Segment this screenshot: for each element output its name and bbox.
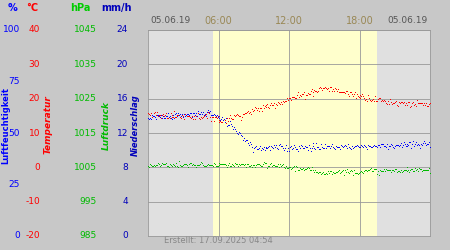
- Bar: [377, 30, 430, 236]
- Text: 8: 8: [122, 163, 128, 172]
- Text: 995: 995: [80, 197, 97, 206]
- Text: 12: 12: [117, 128, 128, 138]
- Text: Niederschlag: Niederschlag: [130, 94, 140, 156]
- Text: 05.06.19: 05.06.19: [150, 16, 190, 25]
- Text: 06:00: 06:00: [205, 16, 232, 26]
- Text: 0: 0: [34, 163, 40, 172]
- Text: 75: 75: [9, 77, 20, 86]
- Text: 24: 24: [117, 26, 128, 35]
- Text: 05.06.19: 05.06.19: [388, 16, 428, 25]
- Text: 20: 20: [117, 60, 128, 69]
- Text: Luftfeuchtigkeit: Luftfeuchtigkeit: [1, 86, 10, 164]
- Text: 30: 30: [28, 60, 40, 69]
- Text: 1035: 1035: [74, 60, 97, 69]
- Text: hPa: hPa: [70, 3, 90, 13]
- Text: %: %: [8, 3, 18, 13]
- Text: mm/h: mm/h: [101, 3, 131, 13]
- Text: 1005: 1005: [74, 163, 97, 172]
- Text: 10: 10: [28, 128, 40, 138]
- Text: 985: 985: [80, 232, 97, 240]
- Text: 4: 4: [122, 197, 128, 206]
- Text: Luftdruck: Luftdruck: [102, 100, 111, 150]
- Text: 18:00: 18:00: [346, 16, 374, 26]
- Text: Erstellt: 17.09.2025 04:54: Erstellt: 17.09.2025 04:54: [164, 236, 273, 245]
- Text: 1045: 1045: [74, 26, 97, 35]
- Bar: [212, 30, 377, 236]
- Text: 50: 50: [9, 128, 20, 138]
- Text: -20: -20: [25, 232, 40, 240]
- Bar: [148, 30, 212, 236]
- Text: 100: 100: [3, 26, 20, 35]
- Text: 0: 0: [122, 232, 128, 240]
- Text: °C: °C: [26, 3, 38, 13]
- Text: 0: 0: [14, 232, 20, 240]
- Text: 1025: 1025: [74, 94, 97, 103]
- Text: 16: 16: [117, 94, 128, 103]
- Text: 25: 25: [9, 180, 20, 189]
- Text: 12:00: 12:00: [275, 16, 303, 26]
- Text: 1015: 1015: [74, 128, 97, 138]
- Text: 20: 20: [29, 94, 40, 103]
- Text: 40: 40: [29, 26, 40, 35]
- Text: Temperatur: Temperatur: [44, 96, 53, 154]
- Text: -10: -10: [25, 197, 40, 206]
